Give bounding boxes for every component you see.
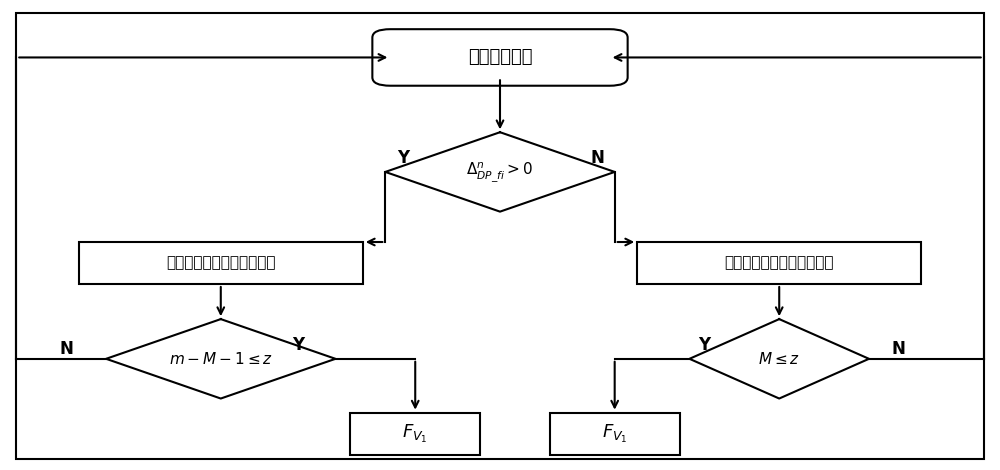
- Polygon shape: [689, 319, 869, 399]
- Text: Y: Y: [698, 336, 710, 354]
- Text: N: N: [892, 340, 906, 359]
- Text: Y: Y: [397, 149, 409, 167]
- Text: N: N: [59, 340, 73, 359]
- Text: $\Delta^{n}_{DP\_fi}>0$: $\Delta^{n}_{DP\_fi}>0$: [466, 160, 534, 184]
- Text: 相对变化速率慢的故障子集: 相对变化速率慢的故障子集: [724, 256, 834, 271]
- Bar: [550, 413, 680, 454]
- Text: 不可分故障集: 不可分故障集: [468, 48, 532, 66]
- FancyBboxPatch shape: [372, 29, 628, 86]
- Text: $F_{V_1}$: $F_{V_1}$: [402, 423, 428, 445]
- Text: $m-M-1\leq z$: $m-M-1\leq z$: [169, 351, 273, 367]
- Bar: [79, 242, 363, 284]
- Text: $F_{V_1}$: $F_{V_1}$: [602, 423, 628, 445]
- Polygon shape: [385, 132, 615, 212]
- Polygon shape: [106, 319, 335, 399]
- Bar: [637, 242, 921, 284]
- Text: $M\leq z$: $M\leq z$: [758, 351, 800, 367]
- Text: N: N: [590, 149, 604, 167]
- Text: 相对变化速率快的故障子集: 相对变化速率快的故障子集: [166, 256, 276, 271]
- Bar: [350, 413, 480, 454]
- Text: Y: Y: [292, 336, 304, 354]
